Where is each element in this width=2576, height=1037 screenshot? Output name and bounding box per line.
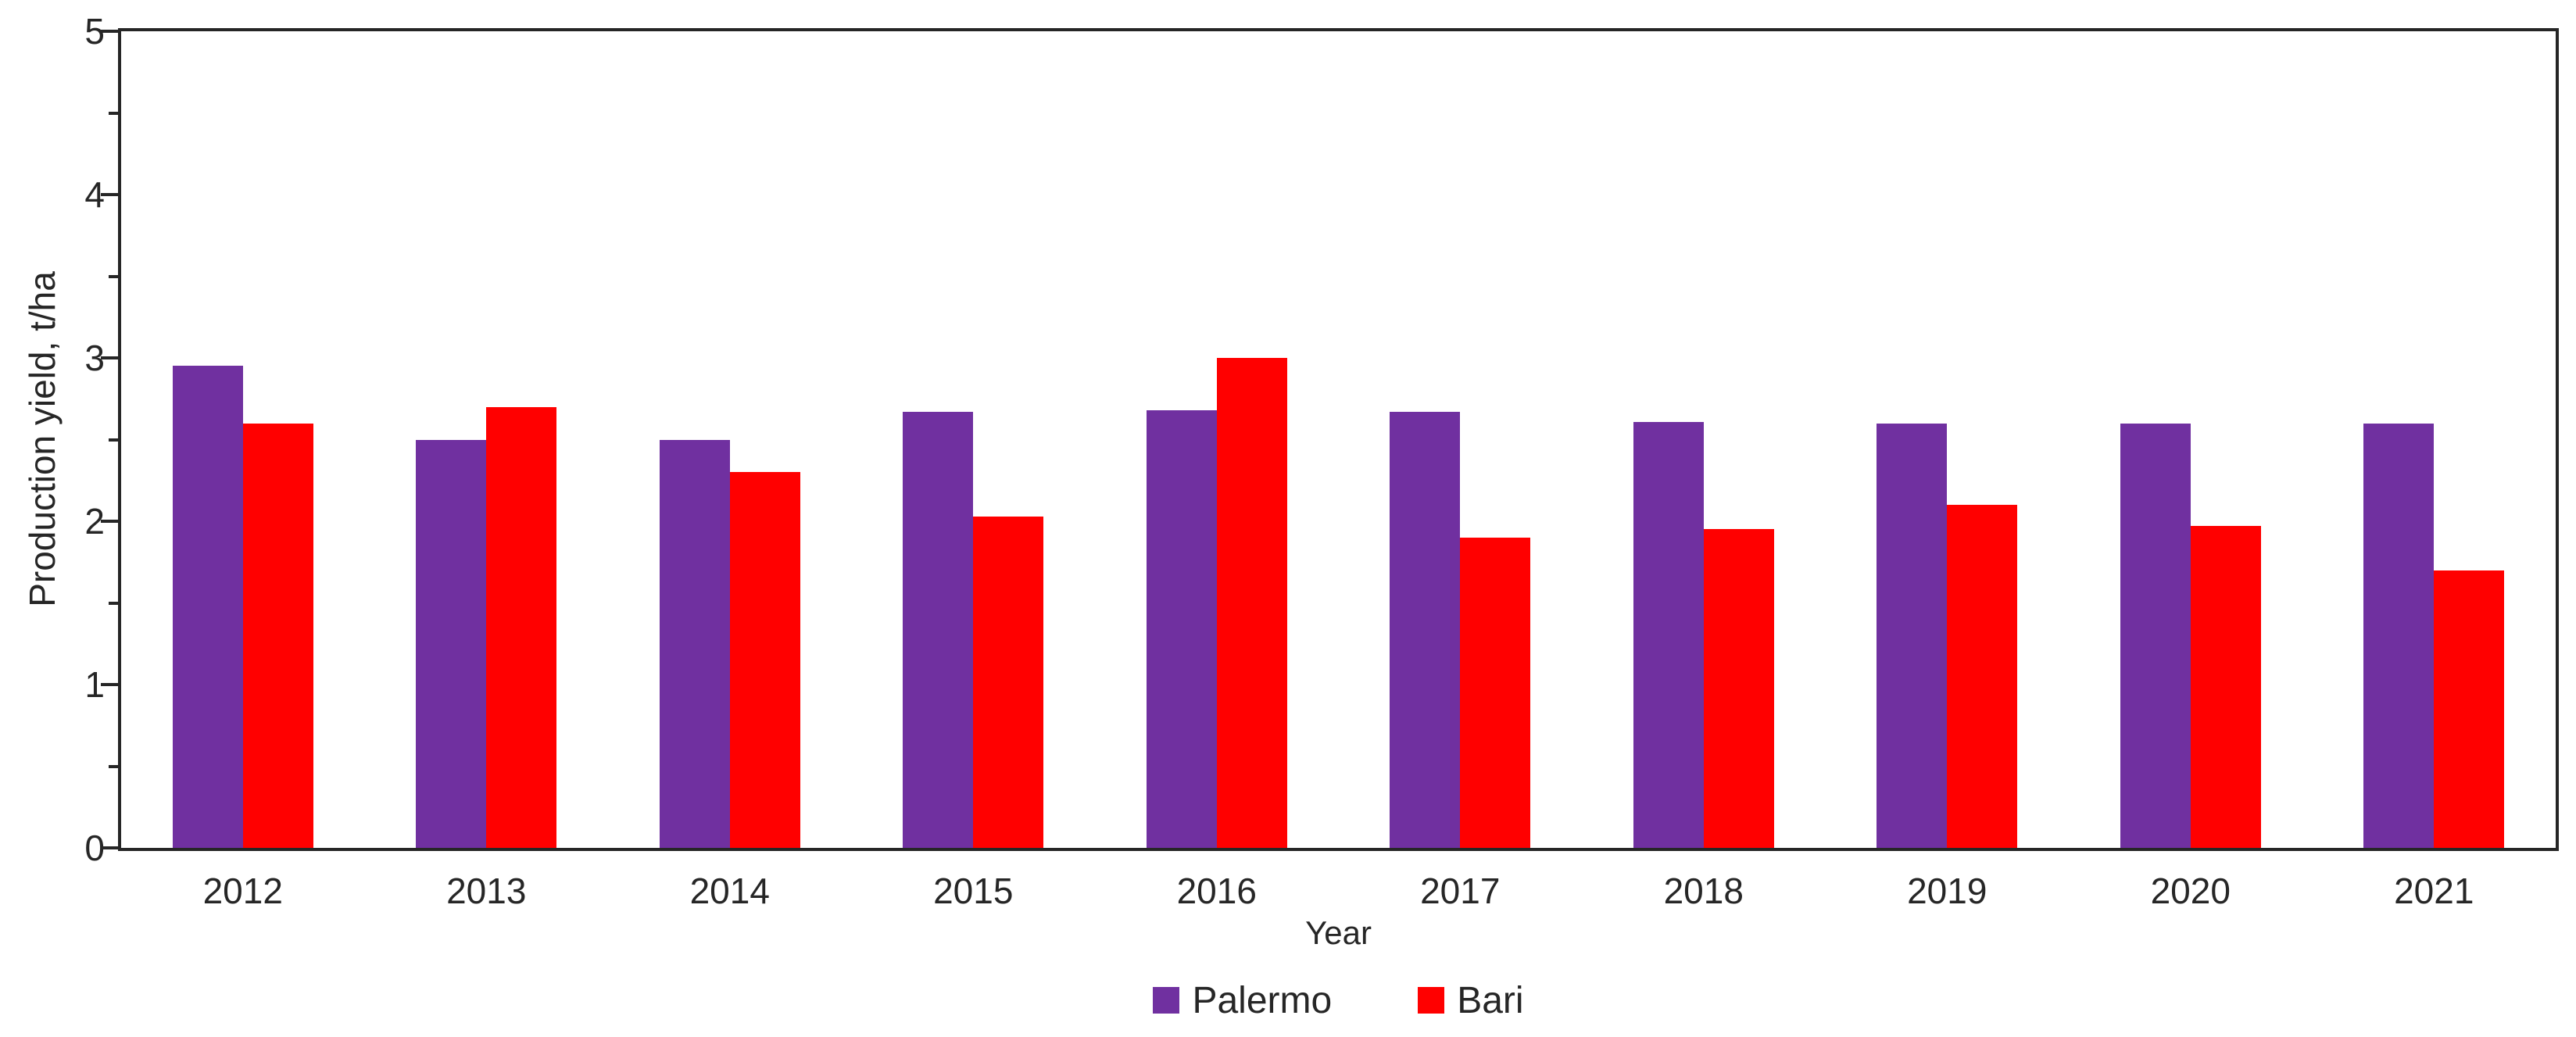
- bar-palermo-2013: [416, 439, 487, 848]
- legend-item-bari: Bari: [1418, 979, 1524, 1022]
- bar-palermo-2015: [903, 411, 974, 848]
- legend: Palermo Bari: [121, 975, 2556, 1025]
- bar-palermo-2018: [1633, 421, 1704, 848]
- y-axis-tick-label: 5: [84, 11, 105, 52]
- bar-bari-2012: [242, 423, 313, 848]
- y-axis-minor-tick: [109, 601, 121, 605]
- bar-palermo-2014: [659, 439, 730, 848]
- x-axis-label-2020: 2020: [2150, 871, 2231, 911]
- bar-palermo-2012: [172, 366, 243, 848]
- y-axis-major-tick: [101, 846, 121, 849]
- x-axis-label-2017: 2017: [1420, 871, 1501, 911]
- x-axis-label-2016: 2016: [1176, 871, 1257, 911]
- bar-bari-2014: [729, 472, 800, 848]
- y-axis-tick-label: 4: [84, 174, 105, 215]
- x-axis-title: Year: [1305, 914, 1372, 951]
- legend-item-palermo: Palermo: [1153, 979, 1332, 1022]
- y-axis-minor-tick: [109, 111, 121, 115]
- x-axis-label-2021: 2021: [2394, 871, 2474, 911]
- bar-palermo-2016: [1146, 409, 1217, 848]
- y-axis-tick-label: 3: [84, 338, 105, 378]
- legend-label-bari: Bari: [1457, 979, 1524, 1021]
- y-axis-tick-label: 2: [84, 501, 105, 542]
- x-axis-label-2013: 2013: [446, 871, 527, 911]
- x-axis-label-2019: 2019: [1907, 871, 1987, 911]
- x-axis-label-2015: 2015: [933, 871, 1014, 911]
- bar-bari-2015: [973, 516, 1044, 848]
- y-axis-major-tick: [101, 30, 121, 33]
- bar-bari-2021: [2434, 570, 2505, 848]
- bari-swatch: [1418, 987, 1445, 1014]
- bar-bari-2017: [1460, 537, 1531, 848]
- bar-palermo-2019: [1877, 423, 1948, 848]
- y-axis-title: Production yield, t/ha: [22, 271, 63, 607]
- y-axis-minor-tick: [109, 274, 121, 278]
- y-axis-major-tick: [101, 193, 121, 196]
- y-axis-major-tick: [101, 683, 121, 686]
- palermo-swatch: [1153, 987, 1180, 1014]
- y-axis-minor-tick: [109, 764, 121, 768]
- bar-bari-2019: [1947, 505, 2018, 848]
- x-axis-label-2012: 2012: [202, 871, 283, 911]
- bar-palermo-2020: [2120, 423, 2191, 848]
- legend-label-palermo: Palermo: [1192, 979, 1333, 1021]
- x-axis-label-2018: 2018: [1663, 871, 1744, 911]
- y-axis-major-tick: [101, 520, 121, 523]
- y-axis-major-tick: [101, 356, 121, 359]
- bar-palermo-2021: [2363, 423, 2435, 848]
- y-axis-tick-label: 0: [84, 828, 105, 868]
- plot-area: [101, 28, 2559, 851]
- bar-bari-2013: [486, 406, 557, 848]
- y-axis-tick-label: 1: [84, 664, 105, 705]
- bar-palermo-2017: [1390, 411, 1461, 848]
- bar-bari-2020: [2190, 526, 2261, 848]
- bar-bari-2016: [1216, 358, 1287, 848]
- bar-bari-2018: [1703, 529, 1774, 848]
- y-axis-minor-tick: [109, 438, 121, 442]
- x-axis-label-2014: 2014: [689, 871, 770, 911]
